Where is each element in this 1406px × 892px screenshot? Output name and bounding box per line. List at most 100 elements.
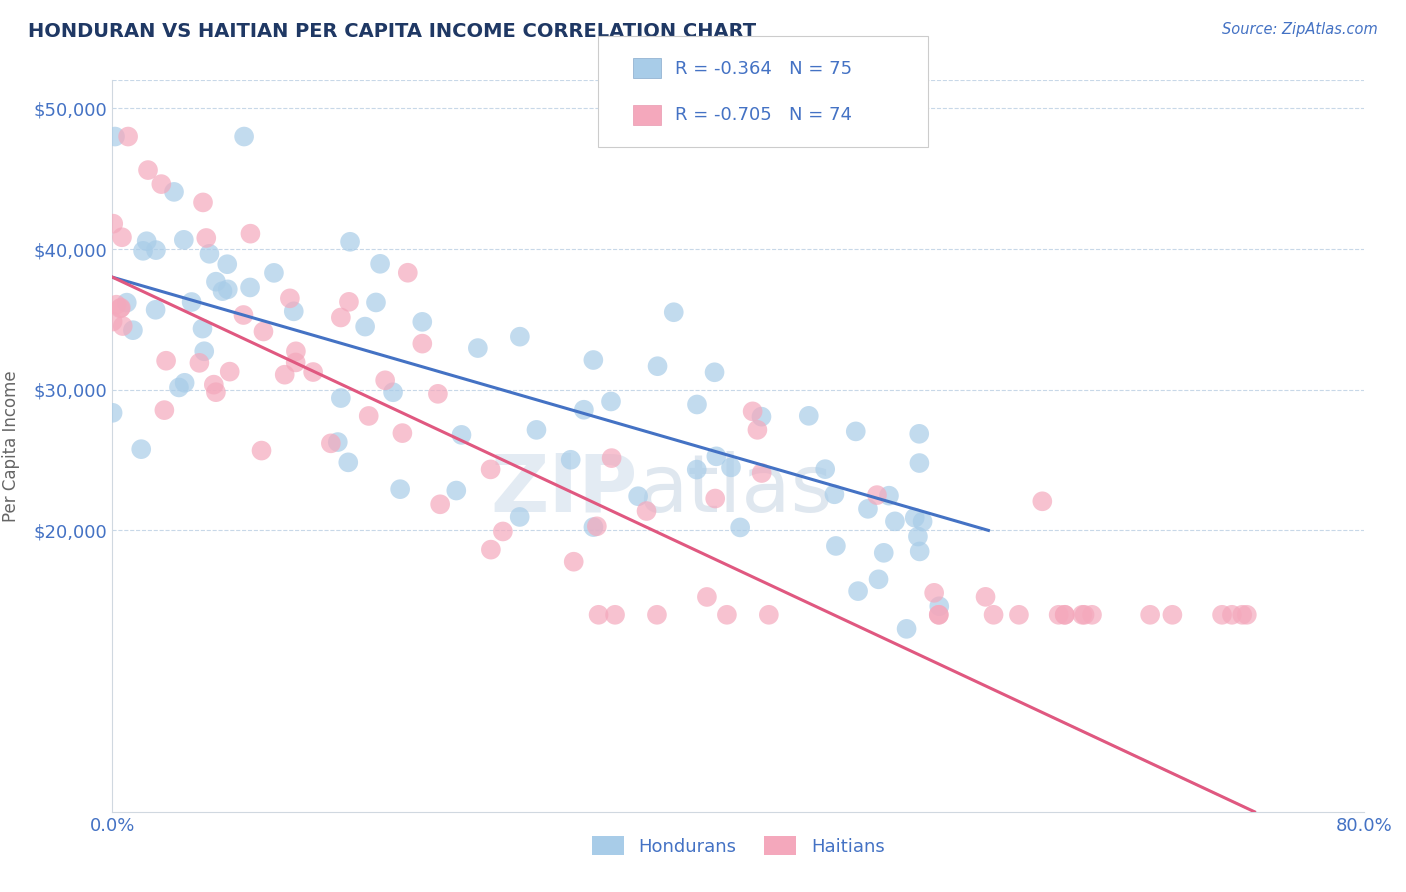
Point (636, 504, 658, 518)
Point (509, 510, 531, 524)
Point (825, 539, 848, 553)
Point (1053, 607, 1076, 622)
Point (492, 524, 515, 539)
Point (823, 487, 845, 501)
Point (720, 460, 742, 475)
Point (155, 353, 177, 368)
Point (396, 266, 419, 280)
Point (908, 544, 931, 558)
Point (896, 622, 918, 636)
Point (877, 489, 900, 503)
Text: R = -0.364   N = 75: R = -0.364 N = 75 (675, 60, 852, 78)
Point (302, 365, 325, 379)
Point (928, 607, 950, 622)
Point (582, 520, 605, 534)
Point (122, 323, 145, 337)
Point (627, 489, 650, 503)
Point (110, 301, 132, 315)
Point (326, 435, 349, 450)
Point (150, 177, 173, 191)
Point (205, 275, 228, 289)
Point (217, 282, 239, 296)
Point (845, 425, 868, 439)
Point (662, 305, 685, 319)
Point (572, 402, 595, 417)
Point (1211, 607, 1233, 622)
Point (751, 409, 773, 424)
Point (357, 409, 380, 423)
Point (108, 301, 131, 316)
Point (908, 426, 931, 441)
Point (283, 304, 305, 318)
Point (105, 298, 128, 312)
Point (163, 185, 186, 199)
Point (339, 235, 361, 249)
Point (704, 491, 727, 506)
Point (111, 230, 134, 244)
Point (1220, 607, 1243, 622)
Point (928, 599, 950, 614)
Point (1081, 607, 1104, 622)
Y-axis label: Per Capita Income: Per Capita Income (1, 370, 20, 522)
Point (1047, 607, 1070, 622)
Point (136, 163, 159, 178)
Point (716, 607, 738, 622)
Point (928, 607, 950, 622)
Point (391, 426, 413, 441)
Point (132, 244, 155, 258)
Point (747, 423, 769, 437)
Point (645, 607, 668, 622)
Point (686, 462, 709, 476)
Point (167, 380, 190, 394)
Point (686, 397, 709, 411)
Point (526, 423, 548, 437)
Point (582, 353, 605, 368)
Point (911, 515, 934, 529)
Point (868, 572, 890, 586)
Point (509, 329, 531, 343)
Point (703, 365, 725, 379)
Point (974, 590, 997, 604)
Point (1139, 607, 1161, 622)
Point (1053, 607, 1076, 622)
Point (704, 450, 727, 464)
Point (211, 284, 233, 298)
Point (983, 607, 1005, 622)
Point (374, 373, 396, 387)
Point (145, 243, 167, 257)
Point (1071, 607, 1094, 622)
Point (364, 295, 387, 310)
Point (1161, 607, 1184, 622)
Point (239, 227, 262, 241)
Point (129, 442, 152, 457)
Point (846, 584, 869, 599)
Point (586, 519, 609, 533)
Point (250, 443, 273, 458)
Point (1236, 607, 1258, 622)
Point (117, 129, 139, 144)
Point (180, 295, 202, 310)
Point (467, 341, 489, 355)
Point (115, 295, 138, 310)
Point (191, 195, 214, 210)
Point (232, 308, 254, 322)
Point (411, 336, 433, 351)
Point (368, 257, 391, 271)
Point (758, 607, 780, 622)
Point (866, 488, 889, 502)
Legend: Hondurans, Haitians: Hondurans, Haitians (582, 828, 894, 865)
Point (202, 377, 225, 392)
Point (103, 217, 125, 231)
Point (101, 406, 124, 420)
Point (205, 385, 228, 400)
Point (354, 319, 377, 334)
Point (446, 483, 468, 498)
Point (284, 355, 307, 369)
Point (233, 129, 256, 144)
Point (337, 455, 360, 469)
Point (329, 391, 352, 405)
Point (814, 462, 837, 476)
Point (728, 520, 751, 534)
Text: atlas: atlas (638, 450, 832, 529)
Point (600, 451, 623, 466)
